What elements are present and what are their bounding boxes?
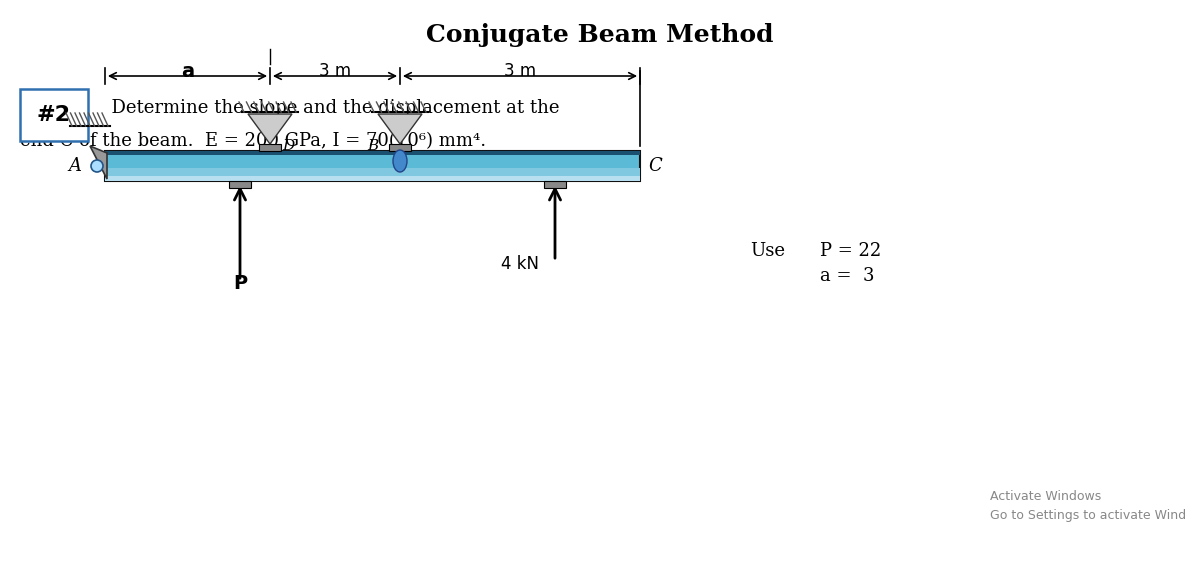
Circle shape: [91, 160, 103, 172]
Text: A: A: [68, 157, 82, 175]
Text: D: D: [282, 139, 294, 153]
Ellipse shape: [394, 150, 407, 172]
Text: 3 m: 3 m: [319, 62, 352, 80]
Text: 4 kN: 4 kN: [502, 255, 539, 273]
Text: Determine the slope and the displacement at the: Determine the slope and the displacement…: [100, 99, 559, 117]
Bar: [20, 89, 88, 141]
Text: Use: Use: [750, 242, 785, 260]
Bar: [259, 144, 281, 151]
Bar: [544, 181, 566, 188]
Polygon shape: [90, 146, 107, 179]
Bar: [106, 168, 640, 176]
Text: P = 22: P = 22: [820, 242, 881, 260]
Text: C: C: [648, 157, 661, 175]
Text: a =  3: a = 3: [820, 267, 875, 285]
Polygon shape: [248, 114, 292, 144]
Text: Conjugate Beam Method: Conjugate Beam Method: [426, 23, 774, 47]
Bar: [106, 151, 640, 155]
Bar: [106, 176, 640, 181]
Text: #2: #2: [37, 105, 71, 125]
Bar: [106, 151, 640, 181]
Bar: [389, 144, 410, 151]
Polygon shape: [378, 114, 422, 144]
Text: Activate Windows: Activate Windows: [990, 489, 1102, 502]
Text: 3 m: 3 m: [504, 62, 536, 80]
Bar: [229, 181, 251, 188]
Text: a: a: [181, 62, 194, 81]
Text: Go to Settings to activate Wind: Go to Settings to activate Wind: [990, 509, 1186, 522]
Text: B: B: [367, 139, 378, 153]
Text: P: P: [233, 274, 247, 293]
Text: end C of the beam.  E = 200 GPa, I = 70(10⁶) mm⁴.: end C of the beam. E = 200 GPa, I = 70(1…: [20, 132, 486, 150]
